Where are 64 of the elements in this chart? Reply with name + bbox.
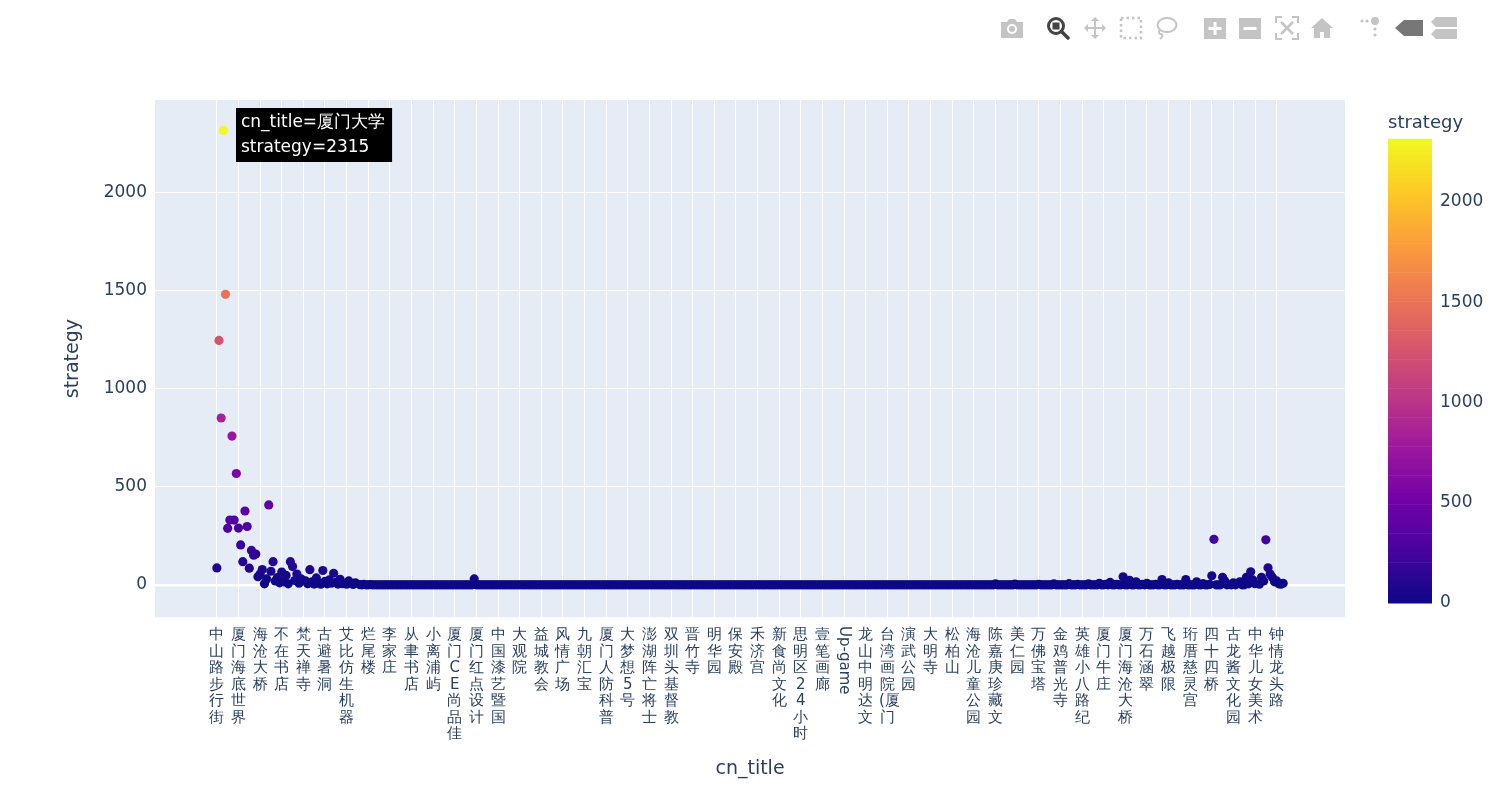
x-tick-label: 厦门人防科普 — [597, 625, 615, 726]
color-bar-label: 1500 — [1440, 290, 1484, 311]
x-tick-label: 从聿书店 — [403, 625, 420, 693]
x-tick-label: 古避暑洞 — [316, 625, 334, 693]
x-tick-label: 壹笔画廊 — [814, 625, 831, 693]
x-tick-label: 双圳头基督教 — [662, 625, 680, 726]
x-axis-title: cn_title — [715, 755, 785, 779]
x-tick-label: 明华园 — [706, 625, 723, 677]
x-tick-label: 古龙酱文化园 — [1225, 625, 1242, 726]
x-tick-label: 飞越极限 — [1160, 625, 1177, 693]
x-tick-label: 九朝汇宝 — [576, 625, 593, 693]
x-tick-label: 李家庄 — [381, 625, 399, 677]
x-tick-label: 烂尾楼 — [359, 625, 377, 677]
x-tick-label: 四十四桥 — [1203, 625, 1221, 693]
x-tick-label: 厦门海沧大桥 — [1117, 625, 1134, 726]
x-tick-label: 演武公园 — [900, 625, 918, 693]
x-tick-label: 陈嘉庚珍藏文 — [987, 625, 1004, 726]
x-tick-label: 保安殿 — [727, 625, 745, 677]
x-tick-label: 艾比仿生机器 — [338, 625, 355, 726]
x-tick-label: 龙山中明达文 — [857, 625, 874, 726]
x-tick-label: 海沧大桥 — [251, 625, 269, 693]
x-tick-label: 风情广场 — [554, 625, 572, 693]
x-tick-label: 澎湖阵亡将士 — [641, 625, 658, 726]
x-tick-label: 益城教会 — [533, 625, 550, 693]
x-tick-label: 美仁园 — [1008, 625, 1026, 677]
x-tick-label: 不在书店 — [273, 625, 290, 693]
x-tick-label: 台湾画院(厦门 — [879, 625, 900, 726]
x-tick-label: 珩厝慈灵宫 — [1181, 625, 1199, 710]
color-bar-title: strategy — [1388, 110, 1464, 132]
x-tick-label: 大观院 — [511, 625, 528, 677]
x-tick-label: 厦门CE尚品佳 — [446, 625, 463, 743]
color-bar-label: 2000 — [1440, 190, 1484, 211]
x-tick-label: 金鸡普光寺 — [1052, 625, 1069, 710]
x-tick-label: 海沧儿童公园 — [965, 625, 983, 726]
x-tick-label: 禾济宫 — [749, 625, 766, 677]
y-tick-label: 0 — [136, 573, 147, 594]
y-tick-label: 500 — [114, 475, 147, 496]
x-tick-label: Up-game — [835, 626, 854, 695]
y-tick-label: 1000 — [103, 376, 147, 397]
x-tick-label: 中山路步行街 — [208, 625, 226, 726]
x-tick-label: 松柏山 — [943, 625, 961, 677]
x-tick-label: 厦门红点设计 — [468, 625, 485, 726]
x-tick-label: 英雄小八路纪 — [1073, 625, 1091, 726]
x-tick-label: 万石涵翠 — [1138, 625, 1156, 693]
x-tick-label: 思明区24小时 — [792, 625, 810, 743]
x-tick-label: 晋竹寺 — [684, 625, 701, 677]
color-bar-label: 1000 — [1440, 390, 1484, 411]
color-bar-label: 500 — [1440, 490, 1473, 511]
x-tick-label: 新食尚文化 — [770, 625, 788, 710]
x-tick-label: 厦门牛庄 — [1095, 625, 1112, 693]
x-tick-label: 中华儿女美术 — [1246, 625, 1264, 726]
x-tick-label: 大明寺 — [922, 625, 939, 677]
x-tick-label: 中国漆艺暨国 — [489, 625, 507, 726]
x-tick-label: 钟情龙头路 — [1268, 625, 1285, 710]
y-tick-label: 2000 — [103, 180, 147, 201]
x-tick-label: 梵天禅寺 — [295, 625, 312, 693]
annotation: cn_title=厦门大学 strategy=2315 — [241, 110, 386, 156]
y-tick-label: 1500 — [103, 278, 147, 299]
x-tick-label: 大梦想5号 — [619, 625, 637, 710]
color-bar-label: 0 — [1440, 591, 1451, 612]
x-tick-label: 小离浦屿 — [424, 625, 442, 693]
x-tick-label: 厦门海底世界 — [230, 625, 247, 726]
y-axis-title: strategy — [60, 318, 83, 399]
x-tick-label: 万佛宝塔 — [1030, 625, 1047, 693]
